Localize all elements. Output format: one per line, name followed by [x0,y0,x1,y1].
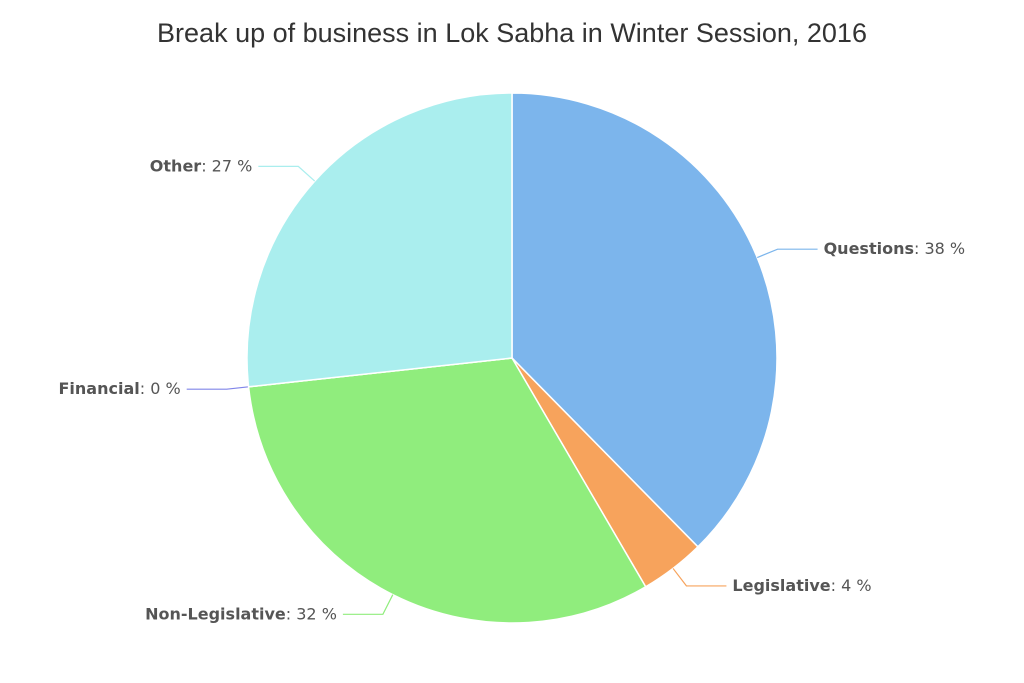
data-label: Questions: 38 % [824,239,966,258]
pie-slice [247,357,647,624]
value-label: : 0 % [140,379,181,398]
category-label: Non-Legislative [145,604,286,623]
connector [258,165,316,182]
category-label: Financial [58,379,139,398]
connector [342,594,394,615]
data-label: Financial: 0 % [58,379,180,398]
connector [756,248,818,259]
pie-slice [511,92,778,548]
connector [186,386,249,390]
category-label: Other [150,156,201,175]
category-label: Legislative [732,575,830,594]
data-label: Non-Legislative: 32 % [145,604,337,623]
connector [672,568,727,587]
data-label: Legislative: 4 % [732,575,871,594]
value-label: : 32 % [286,604,337,623]
category-label: Questions [824,239,914,258]
value-label: : 4 % [831,575,872,594]
value-label: : 27 % [201,156,252,175]
data-label: Other: 27 % [150,156,253,175]
chart-title: Break up of business in Lok Sabha in Win… [157,18,867,48]
pie-slice [246,92,513,388]
value-label: : 38 % [914,239,965,258]
